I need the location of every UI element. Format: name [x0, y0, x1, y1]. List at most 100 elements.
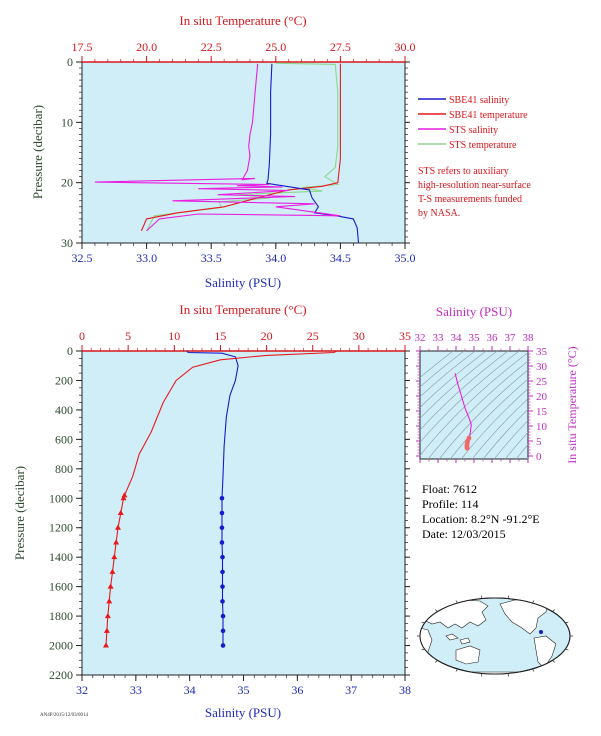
- top-xlabel: Salinity (PSU): [205, 275, 281, 290]
- legend-sbe41-salinity: SBE41 salinity: [449, 95, 509, 106]
- top-xtick-label: 34.5: [330, 251, 351, 265]
- temperature-point: [106, 598, 113, 604]
- info-location: Location: 8.2°N -91.2°E: [422, 512, 540, 526]
- info-float: Float: 7612: [422, 482, 477, 496]
- ts-ylabel: In situ Temperature (°C): [565, 346, 579, 463]
- salinity-point: [220, 584, 225, 589]
- sts-note-line-4: by NASA.: [418, 208, 460, 219]
- temperature-point: [113, 539, 120, 545]
- legend-sbe41-temperature: SBE41 temperature: [449, 110, 528, 121]
- main-ytick-label: 800: [55, 462, 73, 476]
- isopycnal-line: [504, 431, 528, 459]
- main-xtick-label: 32: [76, 683, 88, 697]
- top-ytick-label: 30: [61, 236, 73, 250]
- ts-ytick-label: 35: [536, 346, 548, 358]
- top-xtick-label: 32.5: [72, 251, 93, 265]
- ts-isopycnals: [420, 351, 528, 459]
- main-ttick-label: 20: [261, 329, 273, 343]
- main-ytick-label: 1400: [49, 550, 73, 564]
- ts-xtick-label: 37: [505, 332, 517, 344]
- top-ttick-label: 30.0: [395, 40, 416, 54]
- temperature-point: [107, 583, 114, 589]
- isopycnal-line: [420, 351, 520, 443]
- temperature-point: [111, 553, 118, 560]
- ts-xtick-label: 33: [433, 332, 445, 344]
- top-ytick-label: 0: [67, 55, 73, 69]
- isopycnal-line: [420, 351, 454, 378]
- temperature-point: [103, 627, 110, 633]
- temperature-point: [114, 524, 121, 530]
- ts-ytick-label: 30: [536, 361, 548, 373]
- info-date: Date: 12/03/2015: [422, 527, 506, 541]
- top-xtick-label: 34.0: [265, 251, 286, 265]
- salinity-point: [219, 540, 225, 545]
- main-plot-area: [81, 350, 406, 676]
- ts-ytick-label: 20: [536, 391, 548, 403]
- top-ttick-label: 27.5: [330, 40, 351, 54]
- main-ttick-label: 0: [79, 329, 85, 343]
- temperature-point: [120, 495, 127, 501]
- float-info: Float: 7612 Profile: 114 Location: 8.2°N…: [422, 482, 540, 541]
- main-ttick-label: 5: [125, 329, 131, 343]
- temperature-point: [121, 492, 128, 498]
- main-panel: 32 33 34 35 36 37 38 0 5 10 15 20 25 30 35 0 200 400 600 80…: [12, 302, 411, 720]
- ts-xtick-label: 32: [415, 332, 426, 344]
- ts-xtick-label: 38: [523, 332, 535, 344]
- isopycnal-line: [482, 408, 528, 459]
- main-xtick-label: 34: [184, 683, 196, 697]
- main-title: In situ Temperature (°C): [179, 302, 306, 317]
- salinity-point: [219, 510, 225, 516]
- isopycnal-line: [449, 378, 528, 459]
- top-ttick-label: 22.5: [201, 40, 222, 54]
- footer-code: AN4P/2015/12/03/0014: [40, 713, 89, 718]
- salinity-point: [220, 554, 225, 560]
- main-xtick-label: 33: [130, 683, 142, 697]
- world-map: [417, 595, 573, 677]
- main-xlabel: Salinity (PSU): [205, 705, 281, 720]
- legend-sts-salinity: STS salinity: [449, 125, 498, 136]
- temperature-point: [102, 642, 109, 648]
- ts-xtick-label: 36: [487, 332, 499, 344]
- salinity-point: [220, 569, 225, 575]
- main-ytick-label: 2200: [49, 668, 73, 682]
- top-ttick-label: 17.5: [72, 40, 93, 54]
- isopycnal-line: [427, 360, 528, 459]
- ts-xtick-label: 34: [451, 332, 463, 344]
- temperature-point: [104, 612, 111, 619]
- ts-point: [464, 445, 470, 451]
- main-ytick-label: 0: [67, 344, 73, 358]
- main-xtick-label: 37: [345, 683, 357, 697]
- sts-temperature-line: [146, 62, 340, 232]
- salinity-point: [220, 613, 226, 619]
- main-ttick-label: 15: [214, 329, 226, 343]
- salinity-point: [220, 628, 226, 634]
- salinity-point: [220, 599, 225, 604]
- sbe41-temperature-line: [140, 63, 341, 232]
- top-xtick-label: 33.0: [136, 251, 157, 265]
- top-title: In situ Temperature (°C): [179, 13, 306, 28]
- salinity-point: [220, 643, 226, 648]
- isopycnal-line: [438, 369, 528, 459]
- top-ttick-label: 20.0: [136, 40, 157, 54]
- ts-ytick-label: 10: [536, 421, 548, 433]
- salinity-point: [219, 525, 225, 531]
- main-ytick-label: 1200: [49, 521, 73, 535]
- main-ytick-label: 1600: [49, 580, 73, 594]
- main-xtick-label: 38: [399, 683, 411, 697]
- ts-panel: 32 33 34 35 36 37 38 0 5 10 15 20 25 30 35 Salinity (P…: [415, 304, 580, 464]
- sts-note-line-3: T-S measurements funded: [418, 194, 522, 205]
- salinity-point: [219, 495, 225, 501]
- isopycnal-line: [420, 351, 465, 388]
- main-ttick-label: 25: [307, 329, 319, 343]
- top-ttick-label: 25.0: [265, 40, 286, 54]
- top-ylabel: Pressure (decibar): [30, 105, 45, 199]
- main-ytick-label: 1000: [49, 491, 73, 505]
- isopycnal-line: [420, 351, 509, 431]
- legend: SBE41 salinity SBE41 temperature STS sal…: [418, 95, 528, 151]
- main-ytick-label: 400: [55, 403, 73, 417]
- ts-ytick-label: 25: [536, 376, 548, 388]
- main-ytick-label: 2000: [49, 639, 73, 653]
- main-ylabel: Pressure (decibar): [12, 466, 27, 560]
- sts-note-line-2: high-resolution near-surface: [418, 180, 531, 191]
